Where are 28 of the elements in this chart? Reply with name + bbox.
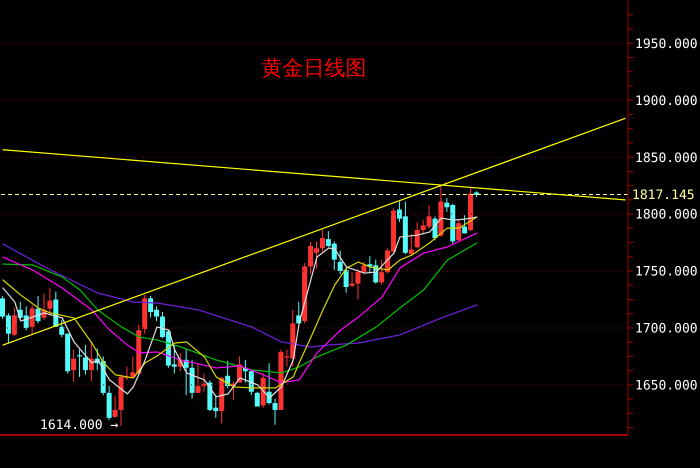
candlestick <box>112 396 118 418</box>
candlestick <box>379 259 384 286</box>
line-series <box>2 243 478 348</box>
y-tick-label: 1700.000 <box>635 322 698 337</box>
candlestick <box>82 344 88 376</box>
candlestick <box>30 304 35 334</box>
candlestick <box>414 222 420 249</box>
candlestick <box>196 362 201 394</box>
candlestick <box>408 234 414 256</box>
y-tick-label: 1900.000 <box>635 94 698 109</box>
candlestick <box>355 268 360 300</box>
candlestick <box>272 398 278 426</box>
y-tick-label: 1650.000 <box>635 378 698 394</box>
y-tick-label: 1950.000 <box>635 36 698 52</box>
y-tick-label: 1850.000 <box>635 150 698 166</box>
candlestick <box>462 214 468 234</box>
candlestick <box>254 391 260 408</box>
annotation: 1614.000 → <box>40 418 118 433</box>
candlestick <box>12 306 17 336</box>
candlestick <box>456 219 462 242</box>
candlestick <box>320 230 325 252</box>
candlestick <box>350 272 355 288</box>
text: 黄金日线图 <box>260 55 368 82</box>
ref-line-label: 1817.145 <box>632 188 695 204</box>
candlestick <box>47 288 52 316</box>
y-tick-label: 1750.000 <box>635 264 698 280</box>
candlestick <box>71 349 76 382</box>
y-tick-label: 1800.000 <box>635 208 698 223</box>
